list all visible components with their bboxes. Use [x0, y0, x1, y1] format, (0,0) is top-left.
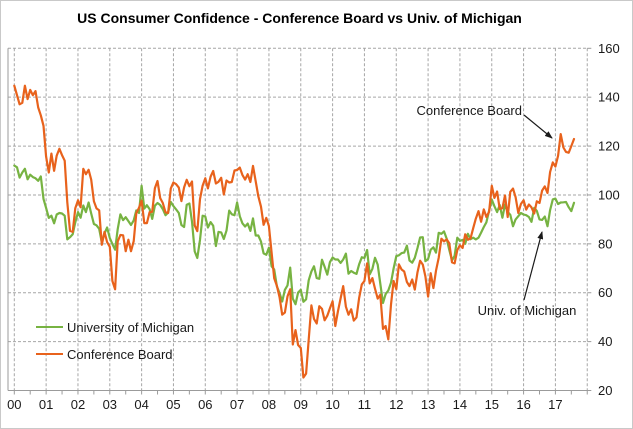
axes: [7, 47, 592, 395]
univ-of-michigan-arrow: [523, 231, 544, 301]
svg-text:02: 02: [71, 397, 85, 412]
umich-series-line: [13, 164, 576, 306]
conference-board-arrow: [523, 114, 553, 139]
conference-board-legend-label: Conference Board: [67, 346, 173, 362]
annotation-arrows: [523, 114, 553, 301]
svg-text:13: 13: [421, 397, 435, 412]
svg-text:40: 40: [598, 334, 612, 349]
svg-text:05: 05: [166, 397, 180, 412]
svg-text:80: 80: [598, 236, 612, 251]
legend-item-conference-board: Conference Board: [36, 346, 173, 362]
annotation-conference-board: Conference Board: [416, 103, 522, 118]
svg-text:20: 20: [598, 383, 612, 398]
svg-text:04: 04: [134, 397, 148, 412]
svg-text:10: 10: [325, 397, 339, 412]
svg-text:15: 15: [485, 397, 499, 412]
umich-legend-swatch: [36, 326, 63, 328]
svg-text:06: 06: [198, 397, 212, 412]
legend-item-university-of-michigan: University of Michigan: [36, 319, 195, 335]
x-axis-labels: 00 01 02 03 04 05 06 07 08 09 10 11 12 13 14 15 16 17: [7, 397, 563, 412]
svg-text:14: 14: [453, 397, 467, 412]
annotation-univ-of-michigan: Univ. of Michigan: [477, 303, 577, 318]
conference-board-series-line: [13, 84, 576, 379]
svg-text:03: 03: [103, 397, 117, 412]
svg-text:17: 17: [548, 397, 562, 412]
gridlines: [8, 47, 588, 391]
y-axis-labels: 20 40 60 80 100 120 140 160: [598, 41, 620, 398]
svg-text:09: 09: [294, 397, 308, 412]
svg-text:140: 140: [598, 90, 620, 105]
conference-board-legend-swatch: [36, 353, 63, 355]
svg-text:16: 16: [516, 397, 530, 412]
svg-text:00: 00: [7, 397, 21, 412]
svg-text:01: 01: [39, 397, 53, 412]
svg-text:07: 07: [230, 397, 244, 412]
svg-text:08: 08: [262, 397, 276, 412]
svg-text:100: 100: [598, 188, 620, 203]
svg-text:160: 160: [598, 41, 620, 56]
svg-text:120: 120: [598, 139, 620, 154]
chart-title: US Consumer Confidence - Conference Boar…: [77, 10, 522, 26]
svg-text:12: 12: [389, 397, 403, 412]
svg-text:60: 60: [598, 285, 612, 300]
umich-legend-label: University of Michigan: [67, 319, 195, 335]
svg-text:11: 11: [358, 397, 372, 412]
